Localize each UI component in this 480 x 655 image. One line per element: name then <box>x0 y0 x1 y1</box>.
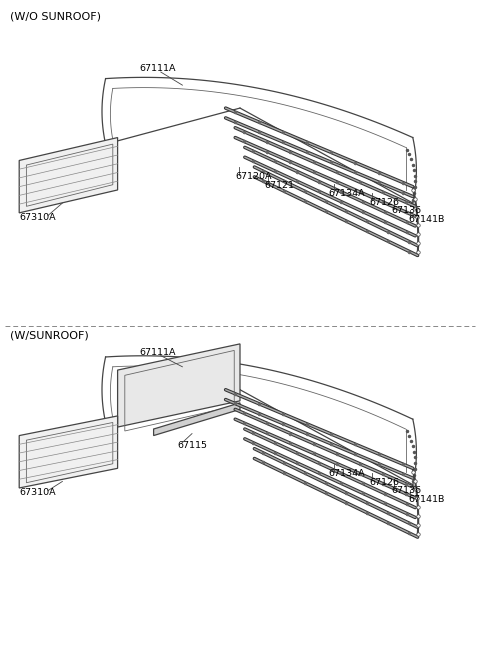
Text: 67141B: 67141B <box>408 215 444 224</box>
Text: (W/O SUNROOF): (W/O SUNROOF) <box>10 11 101 22</box>
Text: 67126: 67126 <box>370 198 399 207</box>
Text: 67136: 67136 <box>391 486 421 495</box>
Text: 67111A: 67111A <box>139 64 176 73</box>
Text: 67121: 67121 <box>264 181 294 190</box>
Text: 67134A: 67134A <box>329 189 365 198</box>
Polygon shape <box>19 138 118 213</box>
Text: 67310A: 67310A <box>19 213 56 222</box>
Text: 67126: 67126 <box>370 477 399 487</box>
Polygon shape <box>19 416 118 488</box>
Text: 67310A: 67310A <box>19 488 56 497</box>
Text: 67111A: 67111A <box>139 348 176 357</box>
Polygon shape <box>154 403 240 436</box>
Text: 67134A: 67134A <box>329 469 365 478</box>
Polygon shape <box>118 344 240 427</box>
Text: 67115: 67115 <box>178 441 207 450</box>
Text: 67120A: 67120A <box>235 172 272 181</box>
Text: 67141B: 67141B <box>408 495 444 504</box>
Text: 67136: 67136 <box>391 206 421 215</box>
Text: (W/SUNROOF): (W/SUNROOF) <box>10 330 88 341</box>
